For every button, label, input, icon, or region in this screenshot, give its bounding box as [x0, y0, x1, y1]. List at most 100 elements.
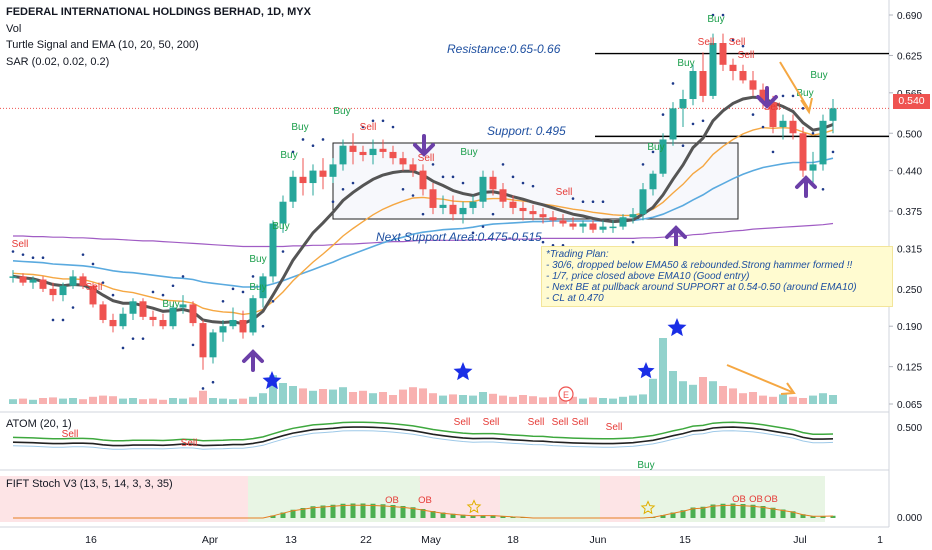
- volume-bar: [159, 399, 167, 404]
- sar-dot: [181, 275, 185, 278]
- sar-dot: [291, 150, 295, 154]
- candle-body: [329, 164, 337, 177]
- volume-bar: [279, 383, 287, 404]
- volume-bar: [369, 393, 377, 404]
- candle-body: [179, 304, 187, 308]
- sar-dot: [81, 253, 85, 256]
- sar-dot: [101, 281, 105, 284]
- volume-bar: [319, 389, 327, 404]
- buy-signal-label: Buy: [677, 58, 694, 69]
- sar-dot: [261, 324, 265, 328]
- stoch-histogram-bar: [310, 506, 316, 518]
- volume-bar: [229, 399, 237, 404]
- last-price-badge: 0.540: [893, 94, 930, 109]
- candle-body: [249, 298, 257, 333]
- sar-dot: [241, 290, 245, 294]
- stoch-histogram-bar: [700, 506, 706, 518]
- sar-dot: [531, 184, 535, 188]
- volume-bar: [619, 396, 627, 404]
- sell-signal-label: Sell: [418, 153, 435, 164]
- candle-body: [39, 279, 47, 289]
- volume-star-marker: [262, 371, 282, 390]
- buy-signal-label: Buy: [810, 70, 827, 81]
- stoch-histogram-bar: [410, 507, 416, 518]
- sar-dot: [511, 175, 515, 179]
- sar-dot: [421, 212, 425, 216]
- sar-dot: [431, 163, 435, 166]
- sar-dot: [831, 150, 835, 154]
- sar-dot: [491, 212, 495, 216]
- volume-bar: [59, 398, 67, 404]
- date-tick-label: 15: [679, 534, 691, 546]
- volume-bar: [519, 395, 527, 404]
- volume-bar: [579, 398, 587, 404]
- volume-bar: [419, 388, 427, 404]
- candle-body: [679, 99, 687, 109]
- volume-bar: [299, 388, 307, 404]
- sar-dot: [771, 150, 775, 154]
- sar-dot: [471, 231, 475, 235]
- stoch-histogram-bar: [710, 504, 716, 518]
- stoch-histogram-bar: [730, 503, 736, 518]
- sar-dot: [661, 113, 665, 116]
- candle-body: [119, 313, 127, 327]
- candle-body: [529, 211, 537, 215]
- stoch-signal-line: [13, 504, 834, 519]
- volume-bar: [249, 396, 257, 404]
- support-annotation: Support: 0.495: [487, 124, 566, 138]
- date-tick-label: Apr: [202, 534, 219, 546]
- sar-dot: [231, 287, 235, 291]
- volume-bar: [359, 390, 367, 404]
- candle-body: [59, 285, 67, 296]
- sar-dot: [171, 284, 175, 288]
- sar-dot: [71, 306, 75, 309]
- sar-dot: [581, 200, 585, 204]
- sar-dot: [731, 38, 735, 42]
- volume-bar: [269, 375, 277, 404]
- volume-bar: [609, 398, 617, 404]
- stoch-histogram-bar: [800, 514, 806, 518]
- sar-dot: [201, 387, 205, 390]
- candle-body: [209, 332, 217, 358]
- volume-bar: [129, 398, 137, 404]
- stoch-histogram-bar: [360, 503, 366, 518]
- stoch-ob-label: OB: [418, 495, 432, 506]
- volume-bar: [109, 396, 117, 404]
- candle-body: [739, 71, 747, 81]
- candle-body: [29, 279, 37, 283]
- candle-body: [309, 170, 317, 184]
- candle-body: [129, 301, 137, 314]
- stoch-ob-label: OB: [749, 494, 763, 505]
- price-tick-label: 0.375: [897, 207, 922, 218]
- stoch-histogram-bar: [820, 516, 826, 518]
- stoch-bg-green: [500, 476, 600, 522]
- atom-sell-label: Sell: [62, 429, 79, 440]
- sar-dot: [811, 131, 815, 135]
- orange-arrow-head: [780, 382, 796, 395]
- stoch-histogram-bar: [390, 505, 396, 518]
- ema200-line: [13, 222, 834, 248]
- candle-body: [109, 319, 117, 327]
- volume-bar: [709, 381, 717, 404]
- plan-line: - CL at 0.470: [546, 293, 604, 304]
- price-tick-label: 0.315: [897, 244, 922, 255]
- sar-dot: [21, 253, 25, 256]
- sar-dot: [821, 187, 825, 191]
- volume-bar: [459, 395, 467, 404]
- candle-body: [459, 207, 467, 215]
- price-tick-label: 0.625: [897, 51, 922, 62]
- volume-bar: [589, 397, 597, 404]
- sar-dot: [41, 256, 45, 260]
- candle-body: [259, 276, 267, 299]
- volume-bar: [669, 371, 677, 404]
- sell-signal-label: Sell: [86, 282, 103, 293]
- volume-bar: [29, 399, 37, 404]
- candle-body: [499, 189, 507, 202]
- price-tick-label: 0.065: [897, 400, 922, 411]
- volume-bar: [329, 389, 337, 404]
- buy-signal-label: Buy: [647, 142, 664, 153]
- sar-dot: [551, 243, 555, 247]
- stoch-histogram-bar: [750, 504, 756, 518]
- next-support-annotation: Next Support Area:0.475-0.515: [376, 230, 542, 244]
